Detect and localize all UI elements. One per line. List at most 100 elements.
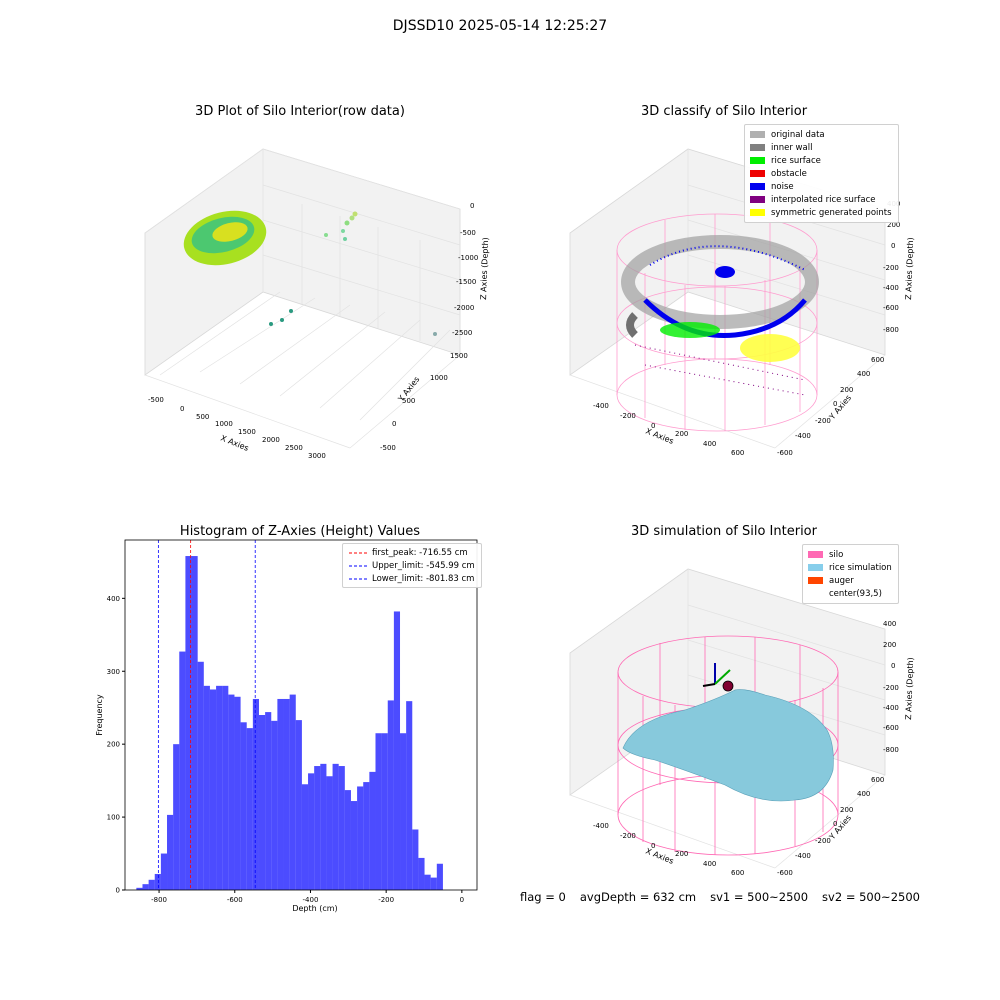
histogram-legend: first_peak: -716.55 cm Upper_limit: -545… [342, 543, 482, 588]
raw-ztick: -1000 [458, 254, 478, 262]
histogram-bar [160, 853, 168, 890]
histogram-bar [258, 715, 266, 890]
legend-item: Upper_limit: -545.99 cm [349, 559, 475, 572]
histogram-bar [234, 696, 241, 890]
flag-text: flag = 0 [520, 890, 566, 904]
histogram-title: Histogram of Z-Axies (Height) Values [179, 524, 421, 539]
y-tick-label: 100 [107, 814, 120, 822]
legend-label: first_peak: -716.55 cm [372, 547, 468, 558]
classify-ytick: -200 [815, 417, 831, 425]
histogram-bar [350, 801, 358, 890]
sim-ztick: -200 [883, 684, 899, 692]
raw-ztick: -2000 [454, 304, 474, 312]
histogram-bar [185, 556, 192, 890]
histogram-bar [381, 733, 388, 890]
classify-ztick: -600 [883, 304, 899, 312]
legend-swatch [750, 144, 765, 151]
histogram-bar [283, 698, 290, 890]
sim-xtick: 400 [703, 860, 716, 868]
x-tick-label: -600 [227, 896, 243, 904]
legend-item: rice simulation [808, 561, 892, 574]
histogram-bar [216, 685, 223, 890]
sim-ytick: 0 [833, 820, 837, 828]
raw-panel-title: 3D Plot of Silo Interior(row data) [195, 104, 405, 119]
histogram-bar [301, 784, 309, 890]
legend-label: center(93,5) [829, 588, 882, 599]
histogram-bar [154, 873, 161, 890]
classify-ylabel: Y Axies [827, 393, 853, 422]
histogram-bar [314, 766, 321, 890]
raw-xlabel: X Axies [219, 434, 250, 453]
histogram-vlines [157, 540, 256, 890]
legend-item: original data [750, 128, 892, 141]
histogram-bar [136, 887, 143, 890]
histogram-bar [418, 857, 425, 890]
simulation-legend: silo rice simulation auger center(93,5) [802, 544, 899, 604]
y-tick-label: 200 [107, 741, 120, 749]
raw-grid [144, 148, 461, 449]
y-tick-label: 300 [107, 668, 120, 676]
legend-label: rice simulation [829, 562, 892, 573]
sim-ztick: -600 [883, 724, 899, 732]
avg-depth-text: avgDepth = 632 cm [579, 890, 697, 904]
histogram-bar [436, 863, 443, 890]
histogram-bar [265, 712, 272, 890]
raw-ytick: 500 [402, 397, 415, 405]
classify-zlabel: Z Axies (Depth) [904, 237, 915, 300]
sv2-text: sv2 = 500~2500 [822, 890, 920, 904]
histogram-bar [344, 790, 351, 890]
sim-ztick: -800 [883, 746, 899, 754]
y-tick-label: 0 [116, 887, 120, 895]
histogram-bar [430, 877, 437, 890]
sim-ytick: -600 [777, 869, 793, 877]
raw-xtick: -500 [148, 396, 164, 404]
legend-swatch [808, 564, 823, 571]
histogram-frame [124, 539, 478, 891]
classify-xtick: 0 [651, 422, 655, 430]
sim-ztick: 400 [883, 620, 896, 628]
histogram-bar [142, 884, 149, 890]
status-footer: flag = 0 avgDepth = 632 cm sv1 = 500~2500 s… [520, 890, 934, 904]
raw-3d-plot: -500 0 500 1000 1500 2000 2500 3000 -500… [144, 148, 490, 460]
histogram-bar [308, 773, 315, 890]
sim-ylabel: Y Axies [827, 813, 853, 842]
raw-axes-panes [144, 148, 461, 376]
raw-xtick: 500 [196, 413, 209, 421]
raw-ztick: -2500 [452, 329, 472, 337]
raw-ytick: 1000 [430, 374, 448, 382]
sim-ztick: 200 [883, 641, 896, 649]
classify-ztick: 200 [887, 221, 900, 229]
histogram-bar [197, 661, 204, 890]
classify-ztick: 0 [891, 242, 895, 250]
raw-ytick: -500 [380, 444, 396, 452]
sim-ytick: -200 [815, 837, 831, 845]
legend-label: obstacle [771, 168, 807, 179]
sim-xtick: -200 [620, 832, 636, 840]
classify-xtick: 600 [731, 449, 744, 457]
y-tick-label: 400 [107, 595, 120, 603]
histogram-bar [295, 720, 302, 890]
histogram-bar [375, 733, 382, 890]
raw-ztick: -1500 [456, 278, 476, 286]
sim-ytick: -400 [795, 852, 811, 860]
x-tick-label: -400 [303, 896, 319, 904]
histogram-bar [179, 651, 186, 890]
raw-xtick: 1000 [215, 420, 233, 428]
raw-ytick: 0 [392, 420, 396, 428]
rice-simulation-surface [622, 689, 834, 802]
raw-ztick: -500 [460, 229, 476, 237]
raw-xtick: 3000 [308, 452, 326, 460]
raw-xtick: 0 [180, 405, 184, 413]
legend-item: first_peak: -716.55 cm [349, 546, 475, 559]
classify-ytick: 200 [840, 386, 853, 394]
classify-ytick: 400 [857, 370, 870, 378]
classify-xtick: 200 [675, 430, 688, 438]
legend-label: Upper_limit: -545.99 cm [372, 560, 475, 571]
histogram-bar [357, 786, 364, 890]
legend-swatch [750, 131, 765, 138]
classify-panel-title: 3D classify of Silo Interior [640, 104, 808, 119]
histogram-bar [222, 685, 229, 890]
histogram-bar [191, 556, 198, 890]
classify-point-cloud [621, 235, 819, 396]
legend-label: noise [771, 181, 794, 192]
